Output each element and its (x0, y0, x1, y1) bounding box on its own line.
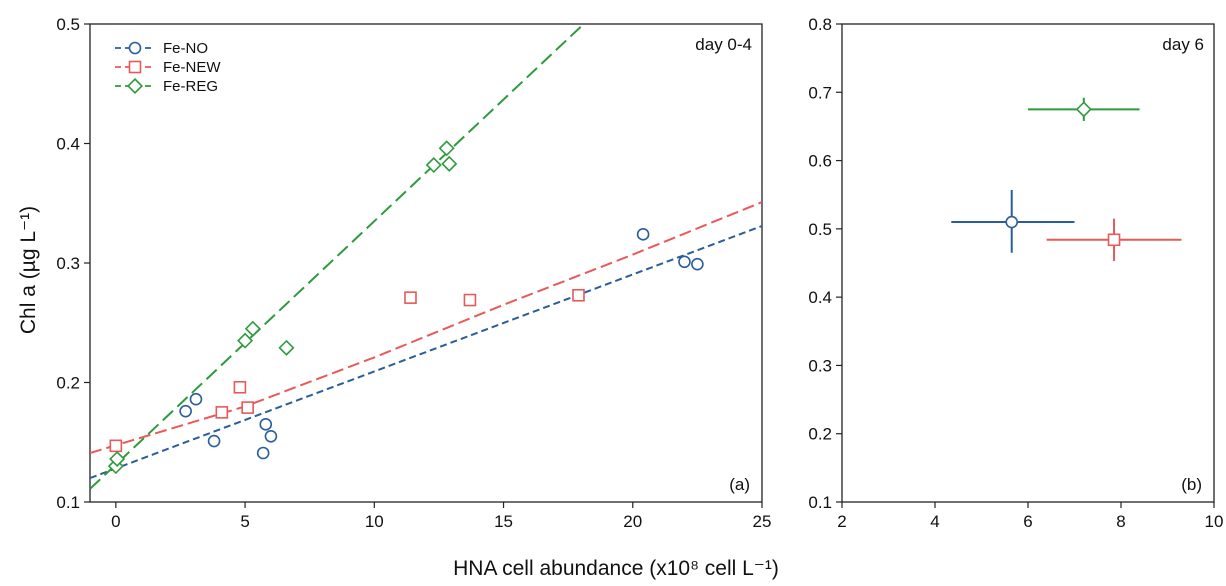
period-annotation: day 0-4 (695, 35, 752, 54)
data-point-fe-reg (441, 155, 458, 172)
y-tick-label: 0.1 (56, 493, 80, 512)
data-point-fe-new (404, 291, 417, 304)
period-annotation: day 6 (1162, 35, 1204, 54)
data-point-fe-new (1107, 233, 1121, 247)
panel-label: (a) (729, 475, 750, 494)
x-tick-label: 10 (365, 512, 384, 531)
data-point-fe-reg (244, 320, 261, 337)
fit-line-fe-new (90, 201, 762, 454)
y-tick-label: 0.6 (808, 152, 832, 171)
legend-label: Fe-NEW (163, 59, 221, 76)
data-point-fe-no (1005, 215, 1019, 229)
x-tick-label: 0 (111, 512, 120, 531)
data-point-fe-no (636, 228, 650, 241)
plot-frame (841, 23, 1215, 503)
data-point-fe-new (233, 380, 247, 394)
y-axis-title: Chl a (µg L⁻¹) (17, 206, 40, 334)
legend: Fe-NO Fe-NEW Fe-REG (115, 40, 221, 95)
x-tick-label: 6 (1023, 512, 1032, 531)
y-tick-label: 0.2 (56, 374, 80, 393)
data-point-fe-reg (237, 332, 254, 349)
panel-a: 0 5 10 15 20 25 0.1 0.2 0.3 0.4 0.5 day 0-4 (a) Fe-NO… (56, 15, 771, 531)
legend-marker (126, 77, 144, 95)
data-point-fe-new (215, 406, 229, 419)
data-point-fe-no (259, 418, 273, 431)
y-tick-label: 0.5 (808, 220, 832, 239)
data-layer (951, 97, 1182, 261)
legend-marker (128, 41, 142, 55)
x-tick-label: 5 (240, 512, 249, 531)
fit-line-fe-reg (90, 24, 585, 490)
data-point-fe-new (241, 401, 254, 414)
y-tick-label: 0.2 (808, 425, 832, 444)
x-tick-label: 15 (494, 512, 513, 531)
y-tick-label: 0.3 (808, 356, 832, 375)
y-tick-label: 0.8 (808, 15, 832, 34)
data-point-fe-no (678, 255, 691, 269)
y-tick-label: 0.3 (56, 254, 80, 273)
data-point-fe-reg (109, 450, 126, 467)
x-tick-label: 20 (623, 512, 642, 531)
y-tick-label: 0.7 (808, 83, 832, 102)
data-point-fe-new (109, 439, 123, 453)
data-point-fe-reg (1075, 101, 1092, 118)
x-tick-label: 2 (837, 512, 846, 531)
data-point-fe-reg (438, 140, 455, 157)
data-point-fe-reg (278, 339, 295, 356)
panel-label: (b) (1181, 475, 1202, 494)
data-layer (90, 24, 762, 490)
x-tick-label: 8 (1116, 512, 1125, 531)
data-point-fe-reg (425, 157, 442, 174)
y-tick-label: 0.4 (808, 288, 832, 307)
y-tick-label: 0.5 (56, 15, 80, 34)
y-tick-label: 0.4 (56, 135, 80, 154)
x-tick-label: 4 (930, 512, 939, 531)
panel-b: 2 4 6 8 10 0.1 0.2 0.3 0.4 0.5 0.6 0.7 0.8 day 6 (b) (808, 15, 1223, 531)
legend-label: Fe-NO (163, 40, 208, 57)
data-point-fe-new (463, 293, 477, 307)
data-point-fe-no (179, 404, 192, 418)
legend-label: Fe-REG (163, 78, 218, 95)
x-tick-label: 25 (753, 512, 772, 531)
data-point-fe-no (207, 434, 221, 448)
fit-line-fe-no (90, 225, 762, 480)
data-point-fe-no (691, 257, 704, 271)
y-tick-label: 0.1 (808, 493, 832, 512)
legend-marker (128, 60, 142, 74)
data-point-fe-new (572, 288, 585, 302)
data-point-fe-no (264, 429, 278, 443)
data-point-fe-no (189, 392, 203, 406)
data-point-fe-no (256, 446, 270, 460)
x-tick-label: 10 (1205, 512, 1224, 531)
x-axis-title: HNA cell abundance (x10⁸ cell L⁻¹) (453, 557, 779, 580)
